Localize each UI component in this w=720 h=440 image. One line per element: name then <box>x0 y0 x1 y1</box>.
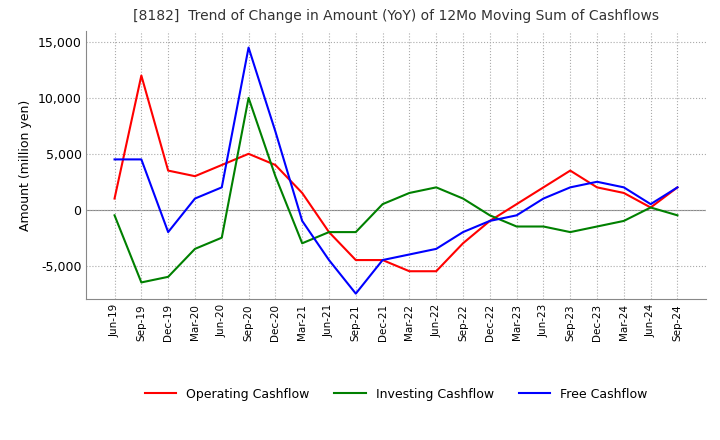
Free Cashflow <box>137 157 145 162</box>
Operating Cashflow <box>647 205 655 210</box>
Free Cashflow <box>619 185 628 190</box>
Investing Cashflow <box>110 213 119 218</box>
Investing Cashflow <box>298 241 307 246</box>
Line: Free Cashflow: Free Cashflow <box>114 48 678 293</box>
Investing Cashflow <box>351 230 360 235</box>
Operating Cashflow <box>378 257 387 263</box>
Free Cashflow <box>673 185 682 190</box>
Free Cashflow <box>164 230 173 235</box>
Investing Cashflow <box>164 274 173 279</box>
Operating Cashflow <box>325 230 333 235</box>
Operating Cashflow <box>351 257 360 263</box>
Free Cashflow <box>217 185 226 190</box>
Investing Cashflow <box>673 213 682 218</box>
Y-axis label: Amount (million yen): Amount (million yen) <box>19 99 32 231</box>
Free Cashflow <box>459 230 467 235</box>
Investing Cashflow <box>405 191 414 196</box>
Investing Cashflow <box>244 95 253 101</box>
Operating Cashflow <box>619 191 628 196</box>
Investing Cashflow <box>485 213 494 218</box>
Operating Cashflow <box>539 185 548 190</box>
Investing Cashflow <box>619 218 628 224</box>
Investing Cashflow <box>191 246 199 252</box>
Investing Cashflow <box>378 202 387 207</box>
Line: Investing Cashflow: Investing Cashflow <box>114 98 678 282</box>
Free Cashflow <box>432 246 441 252</box>
Operating Cashflow <box>673 185 682 190</box>
Investing Cashflow <box>539 224 548 229</box>
Free Cashflow <box>191 196 199 201</box>
Investing Cashflow <box>513 224 521 229</box>
Free Cashflow <box>405 252 414 257</box>
Investing Cashflow <box>271 173 279 179</box>
Operating Cashflow <box>110 196 119 201</box>
Investing Cashflow <box>325 230 333 235</box>
Free Cashflow <box>513 213 521 218</box>
Line: Operating Cashflow: Operating Cashflow <box>114 76 678 271</box>
Investing Cashflow <box>593 224 601 229</box>
Operating Cashflow <box>191 173 199 179</box>
Operating Cashflow <box>485 218 494 224</box>
Free Cashflow <box>244 45 253 50</box>
Investing Cashflow <box>647 205 655 210</box>
Free Cashflow <box>298 218 307 224</box>
Free Cashflow <box>485 218 494 224</box>
Operating Cashflow <box>244 151 253 157</box>
Operating Cashflow <box>405 268 414 274</box>
Free Cashflow <box>325 257 333 263</box>
Investing Cashflow <box>137 280 145 285</box>
Investing Cashflow <box>432 185 441 190</box>
Free Cashflow <box>110 157 119 162</box>
Investing Cashflow <box>566 230 575 235</box>
Legend: Operating Cashflow, Investing Cashflow, Free Cashflow: Operating Cashflow, Investing Cashflow, … <box>140 383 652 406</box>
Operating Cashflow <box>271 162 279 168</box>
Operating Cashflow <box>432 268 441 274</box>
Operating Cashflow <box>459 241 467 246</box>
Operating Cashflow <box>593 185 601 190</box>
Free Cashflow <box>566 185 575 190</box>
Operating Cashflow <box>566 168 575 173</box>
Free Cashflow <box>647 202 655 207</box>
Free Cashflow <box>593 179 601 184</box>
Title: [8182]  Trend of Change in Amount (YoY) of 12Mo Moving Sum of Cashflows: [8182] Trend of Change in Amount (YoY) o… <box>133 9 659 23</box>
Operating Cashflow <box>137 73 145 78</box>
Investing Cashflow <box>217 235 226 240</box>
Investing Cashflow <box>459 196 467 201</box>
Free Cashflow <box>271 129 279 134</box>
Free Cashflow <box>351 291 360 296</box>
Operating Cashflow <box>298 191 307 196</box>
Operating Cashflow <box>513 202 521 207</box>
Operating Cashflow <box>164 168 173 173</box>
Free Cashflow <box>539 196 548 201</box>
Free Cashflow <box>378 257 387 263</box>
Operating Cashflow <box>217 162 226 168</box>
